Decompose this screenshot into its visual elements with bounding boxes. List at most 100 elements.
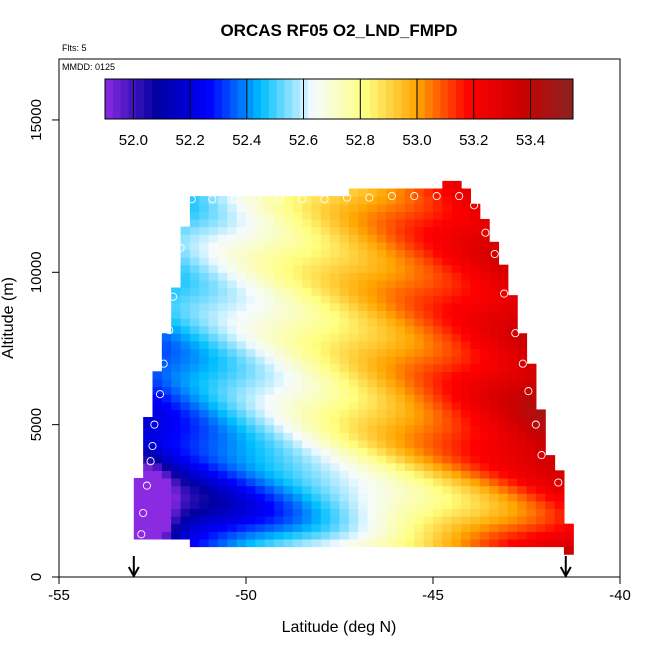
heatmap-cell (246, 531, 256, 540)
heatmap-cell (339, 279, 350, 289)
heatmap-cell (470, 363, 481, 372)
heatmap-cell (246, 386, 256, 395)
heatmap-cell (339, 386, 350, 395)
heatmap-cell (479, 455, 490, 464)
heatmap-cell (246, 378, 256, 388)
heatmap-cell (517, 363, 528, 372)
heatmap-cell (376, 302, 387, 311)
heatmap-cell (498, 477, 509, 487)
heatmap-cell (236, 264, 247, 273)
heatmap-cell (180, 371, 191, 380)
heatmap-cell (414, 477, 425, 487)
x-axis: -55 -50 -45 -40 (48, 577, 631, 604)
heatmap-cell (451, 447, 462, 456)
heatmap-cell (339, 455, 350, 464)
heatmap-cell (292, 523, 303, 532)
heatmap-cell (479, 401, 490, 411)
heatmap-cell (189, 493, 200, 502)
heatmap-cell (348, 531, 359, 540)
heatmap-cell (320, 356, 331, 365)
heatmap-cell (423, 386, 434, 395)
heatmap-cell (442, 485, 453, 494)
heatmap-cell (180, 295, 191, 304)
heatmap-cell (199, 272, 210, 281)
heatmap-cell (517, 455, 528, 464)
heatmap-cell (451, 401, 462, 411)
heatmap-cell (320, 516, 331, 525)
heatmap-cell (433, 264, 443, 273)
heatmap-cell (339, 424, 350, 433)
heatmap-cell (461, 188, 471, 197)
heatmap-cell (180, 257, 191, 266)
heatmap-cell (292, 356, 303, 365)
heatmap-cell (246, 508, 256, 517)
heatmap-cell (161, 417, 172, 426)
heatmap-cell (451, 493, 462, 502)
heatmap-cell (255, 470, 266, 479)
heatmap-cell (423, 470, 434, 479)
heatmap-cell (442, 203, 453, 212)
heatmap-cell (161, 447, 172, 456)
heatmap-cell (433, 470, 443, 479)
heatmap-cell (264, 340, 275, 350)
heatmap-cell (236, 485, 247, 494)
heatmap-cell (339, 325, 350, 334)
heatmap-cell (208, 249, 219, 258)
heatmap-cell (498, 409, 509, 418)
heatmap-cell (395, 272, 406, 281)
heatmap-cell (423, 508, 434, 517)
heatmap-cell (274, 394, 284, 403)
colorbar-swatch (206, 79, 215, 119)
heatmap-cell (489, 287, 500, 296)
heatmap-cell (171, 516, 182, 525)
heatmap-cell (348, 424, 359, 433)
heatmap-cell (507, 394, 518, 403)
heatmap-cell (227, 211, 238, 220)
heatmap-cell (236, 386, 247, 395)
heatmap-cell (442, 493, 453, 502)
heatmap-cell (227, 348, 238, 357)
heatmap-cell (395, 348, 406, 357)
colorbar-swatch (167, 79, 176, 119)
heatmap-cell (302, 378, 313, 388)
heatmap-cell (386, 257, 397, 266)
heatmap-cell (376, 485, 387, 494)
heatmap-cell (395, 241, 406, 251)
heatmap-cell (535, 485, 546, 494)
heatmap-cell (302, 531, 313, 540)
heatmap-cell (386, 531, 397, 540)
heatmap-cell (217, 523, 228, 532)
heatmap-cell (442, 211, 453, 220)
heatmap-cell (433, 477, 443, 487)
heatmap-cell (264, 196, 275, 205)
heatmap-cell (302, 455, 313, 464)
heatmap-cell (367, 500, 378, 510)
heatmap-cell (535, 455, 546, 464)
heatmap-cell (433, 493, 443, 502)
heatmap-cell (507, 295, 518, 304)
flight-track-point (320, 195, 329, 204)
colorbar-swatch (112, 79, 122, 119)
heatmap-cell (199, 394, 210, 403)
heatmap-cell (414, 538, 425, 548)
heatmap-cell (442, 516, 453, 525)
heatmap-cell (311, 371, 322, 380)
heatmap-cell (283, 455, 294, 464)
heatmap-cell (246, 211, 256, 220)
heatmap-cell (199, 485, 210, 494)
heatmap-cell (507, 401, 518, 411)
heatmap-cell (414, 485, 425, 494)
heatmap-cell (414, 378, 425, 388)
heatmap-cell (330, 477, 341, 487)
heatmap-cell (414, 211, 425, 220)
heatmap-cell (414, 234, 425, 243)
colorbar-swatch (557, 79, 566, 119)
heatmap-cell (386, 203, 397, 212)
heatmap-cell (246, 264, 256, 273)
heatmap-cell (376, 394, 387, 403)
heatmap-cell (489, 409, 500, 418)
heatmap-cell (498, 455, 509, 464)
heatmap-cell (217, 485, 228, 494)
heatmap-cell (461, 432, 471, 441)
heatmap-cell (208, 386, 219, 395)
